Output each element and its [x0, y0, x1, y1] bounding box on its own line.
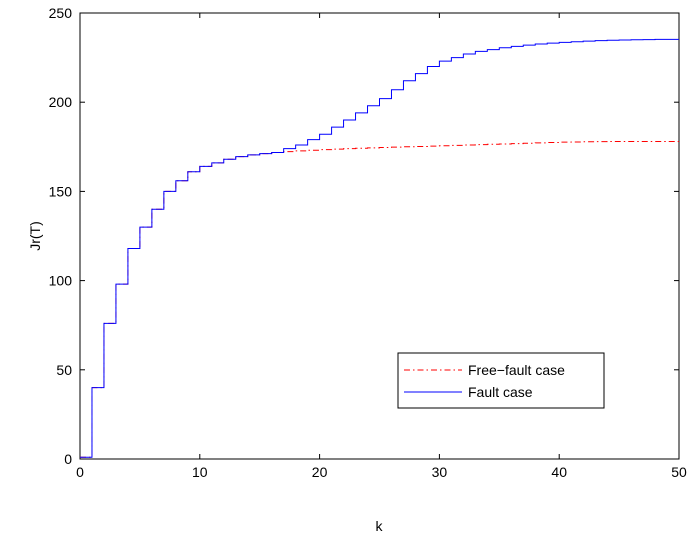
y-tick-label: 250 — [49, 5, 73, 21]
y-tick-label: 50 — [56, 362, 72, 378]
y-tick-label: 200 — [49, 94, 73, 110]
x-tick-label: 40 — [551, 464, 567, 480]
y-axis-label: Jr(T) — [27, 221, 43, 251]
series-line-fault-case — [80, 38, 679, 458]
y-tick-label: 100 — [49, 273, 73, 289]
legend-label-fault: Fault case — [468, 384, 533, 400]
x-tick-label: 0 — [76, 464, 84, 480]
x-axis-ticks: 0 10 20 30 40 50 — [76, 13, 687, 480]
legend-box — [397, 352, 605, 409]
legend: Free−fault case Fault case — [397, 352, 605, 409]
y-tick-label: 150 — [49, 183, 73, 199]
x-tick-label: 10 — [192, 464, 208, 480]
series-line-free-fault-case — [80, 140, 679, 458]
y-tick-label: 0 — [64, 451, 72, 467]
x-tick-label: 30 — [432, 464, 448, 480]
legend-label-free-fault: Free−fault case — [468, 362, 565, 378]
x-tick-label: 20 — [312, 464, 328, 480]
x-tick-label: 50 — [671, 464, 687, 480]
y-axis-ticks: 0 50 100 150 200 250 — [49, 5, 679, 467]
series-layer — [80, 38, 679, 458]
x-axis-label: k — [376, 518, 384, 534]
